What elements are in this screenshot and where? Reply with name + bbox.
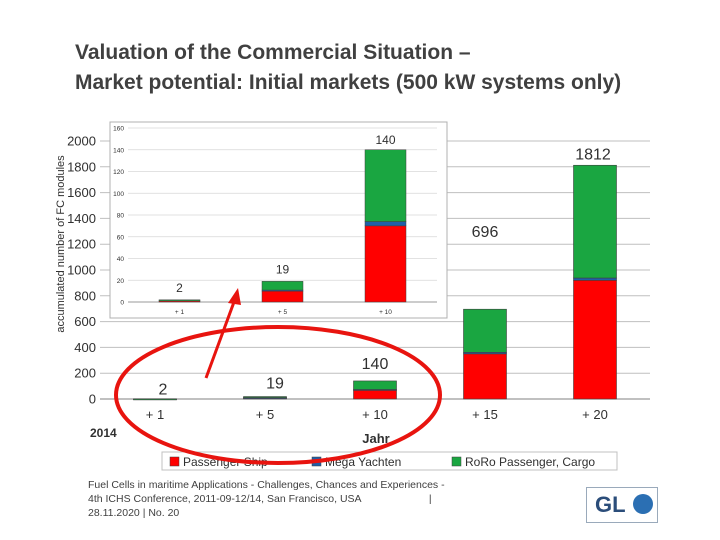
legend-box (161, 451, 618, 471)
inset-bar-segment (261, 290, 304, 303)
bar-segment (353, 380, 397, 390)
inset-total-label: 140 (375, 133, 395, 147)
x-tick-label: + 15 (472, 407, 498, 422)
x-tick-label: + 1 (146, 407, 164, 422)
inset-y-tick-label: 140 (113, 147, 124, 154)
y-tick-label: 1600 (67, 185, 96, 200)
gl-logo: GL (586, 487, 658, 523)
title-line-2: Market potential: Initial markets (500 k… (75, 71, 622, 94)
inset-y-tick-label: 160 (113, 126, 124, 133)
bar-segment (133, 398, 177, 401)
y-tick-label: 400 (74, 340, 96, 355)
x-tick-label: + 5 (256, 407, 274, 422)
y-tick-label: 1000 (67, 263, 96, 278)
y-tick-label: 1800 (67, 159, 96, 174)
inset-x-tick-label: + 5 (278, 309, 288, 316)
arrow-head (228, 288, 241, 305)
bar-segment (573, 277, 617, 281)
total-label: 696 (472, 224, 499, 241)
inset-x-tick-label: + 10 (379, 309, 392, 316)
footer: Fuel Cells in maritime Applications - Ch… (88, 478, 488, 520)
y-tick-label: 0 (89, 392, 96, 407)
y-tick-label: 1200 (67, 237, 96, 252)
total-label: 140 (362, 356, 389, 373)
legend-label: Passenger Ship (183, 455, 268, 469)
footer-line-3: 28.11.2020 | No. 20 (88, 507, 180, 519)
y-tick-label: 800 (74, 288, 96, 303)
inset-total-label: 19 (276, 262, 290, 276)
inset-bar-segment (364, 221, 407, 227)
logo-text: GL (595, 492, 626, 517)
inset-y-tick-label: 100 (113, 191, 124, 198)
title-line-1: Valuation of the Commercial Situation – (75, 41, 471, 64)
legend-label: RoRo Passenger, Cargo (465, 455, 595, 469)
total-label: 19 (266, 376, 284, 393)
slide-title: Valuation of the Commercial Situation – … (75, 38, 715, 98)
inset-bar-segment (364, 225, 407, 303)
footer-separator: | (428, 493, 432, 505)
total-label: 2 (159, 382, 168, 399)
y-tick-label: 200 (74, 366, 96, 381)
bar-segment (353, 389, 397, 400)
bar-segment (573, 164, 617, 279)
inset-y-tick-label: 60 (117, 234, 125, 241)
x-tick-label: + 20 (582, 407, 608, 422)
inset-y-tick-label: 40 (117, 256, 125, 263)
x-axis-label: Jahr (362, 431, 389, 446)
footer-line-2: 4th ICHS Conference, 2011-09-12/14, San … (88, 493, 362, 505)
footer-line-1: Fuel Cells in maritime Applications - Ch… (88, 479, 445, 491)
y-axis-label: accumulated number of FC modules (55, 155, 67, 333)
legend-swatch (451, 456, 462, 467)
x-tick-label: + 10 (362, 407, 388, 422)
inset-y-tick-label: 0 (120, 300, 124, 307)
base-year-label: 2014 (90, 426, 117, 440)
bar-segment (243, 396, 287, 398)
globe-icon (633, 494, 653, 514)
inset-bar-segment (261, 281, 304, 291)
inset-y-tick-label: 120 (113, 169, 124, 176)
total-label: 1812 (575, 146, 611, 163)
inset-y-tick-label: 80 (117, 213, 125, 220)
inset-y-tick-label: 20 (117, 278, 125, 285)
inset-x-tick-label: + 1 (175, 309, 185, 316)
legend-swatch (169, 456, 180, 467)
highlight-ellipse (114, 325, 442, 465)
bar-segment (463, 308, 507, 353)
y-tick-label: 2000 (67, 134, 96, 149)
y-tick-label: 1400 (67, 211, 96, 226)
bar-segment (463, 353, 507, 400)
y-tick-label: 600 (74, 314, 96, 329)
bar-segment (573, 280, 617, 400)
inset-bar-segment (364, 149, 407, 222)
inset-total-label: 2 (176, 281, 183, 295)
inset-bar-segment (158, 299, 201, 302)
arrow-line (204, 301, 236, 379)
